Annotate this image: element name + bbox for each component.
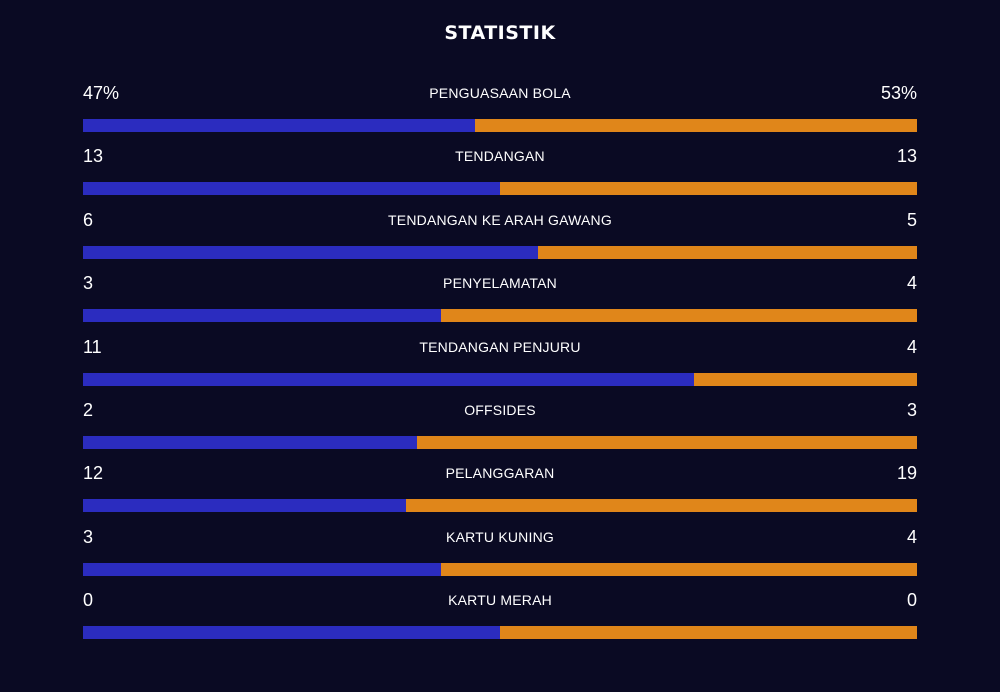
- comparison-bar: [83, 372, 917, 386]
- home-value: 13: [83, 146, 104, 167]
- comparison-bar: [83, 499, 917, 513]
- comparison-bar: [83, 119, 917, 132]
- home-bar: [83, 119, 475, 132]
- away-value: 53%: [880, 83, 917, 103]
- stat-row-fouls: 12 PELANGGARAN 19: [83, 460, 917, 523]
- stat-label: PENGUASAAN BOLA: [429, 85, 571, 101]
- comparison-bar: [83, 182, 917, 196]
- stat-label: KARTU MERAH: [448, 592, 552, 609]
- home-bar: [83, 626, 500, 640]
- home-value: 11: [83, 336, 102, 357]
- away-value: 5: [906, 209, 917, 230]
- stat-row-shots: 13 TENDANGAN 13: [83, 143, 917, 206]
- stat-row-offsides: 2 OFFSIDES 3: [83, 397, 917, 460]
- home-bar: [83, 182, 500, 196]
- stat-label: PELANGGARAN: [445, 465, 555, 482]
- comparison-bar: [83, 435, 917, 449]
- home-value: 0: [83, 590, 94, 611]
- stat-label: TENDANGAN PENJURU: [419, 338, 581, 355]
- comparison-bar: [83, 245, 917, 259]
- home-value: 3: [83, 526, 94, 547]
- stat-row-saves: 3 PENYELAMATAN 4: [83, 270, 917, 333]
- away-value: 0: [906, 590, 917, 611]
- home-bar: [83, 372, 695, 386]
- stat-row-possession: 47% PENGUASAAN BOLA 53%: [83, 80, 917, 143]
- stat-label: PENYELAMATAN: [443, 275, 557, 292]
- away-value: 4: [906, 273, 917, 294]
- home-bar: [83, 499, 406, 513]
- stat-row-red-cards: 0 KARTU MERAH 0: [83, 587, 917, 650]
- away-value: 3: [906, 399, 917, 420]
- home-bar: [83, 562, 441, 576]
- home-value: 12: [83, 463, 104, 484]
- comparison-bar: [83, 309, 917, 323]
- home-value: 3: [83, 273, 94, 294]
- home-bar: [83, 309, 441, 323]
- away-value: 4: [906, 526, 917, 547]
- stat-label: OFFSIDES: [464, 401, 536, 418]
- away-value: 13: [896, 146, 917, 167]
- comparison-bar: [83, 562, 917, 576]
- away-value: 4: [906, 336, 917, 357]
- stat-label: TENDANGAN: [455, 148, 545, 165]
- page-title: STATISTIK: [444, 22, 556, 44]
- stat-label: TENDANGAN KE ARAH GAWANG: [388, 211, 612, 228]
- home-value: 47%: [83, 83, 120, 103]
- home-bar: [83, 435, 417, 449]
- home-bar: [83, 245, 538, 259]
- home-value: 2: [83, 399, 94, 420]
- stat-label: KARTU KUNING: [446, 528, 554, 545]
- stats-list: 47% PENGUASAAN BOLA 53% 13 TENDANGAN 13 …: [83, 80, 917, 651]
- stat-row-yellow-cards: 3 KARTU KUNING 4: [83, 524, 917, 587]
- comparison-bar: [83, 626, 917, 640]
- stat-row-shots-on-target: 6 TENDANGAN KE ARAH GAWANG 5: [83, 207, 917, 270]
- away-value: 19: [896, 463, 917, 484]
- home-value: 6: [83, 209, 94, 230]
- stat-row-corners: 11 TENDANGAN PENJURU 4: [83, 334, 917, 397]
